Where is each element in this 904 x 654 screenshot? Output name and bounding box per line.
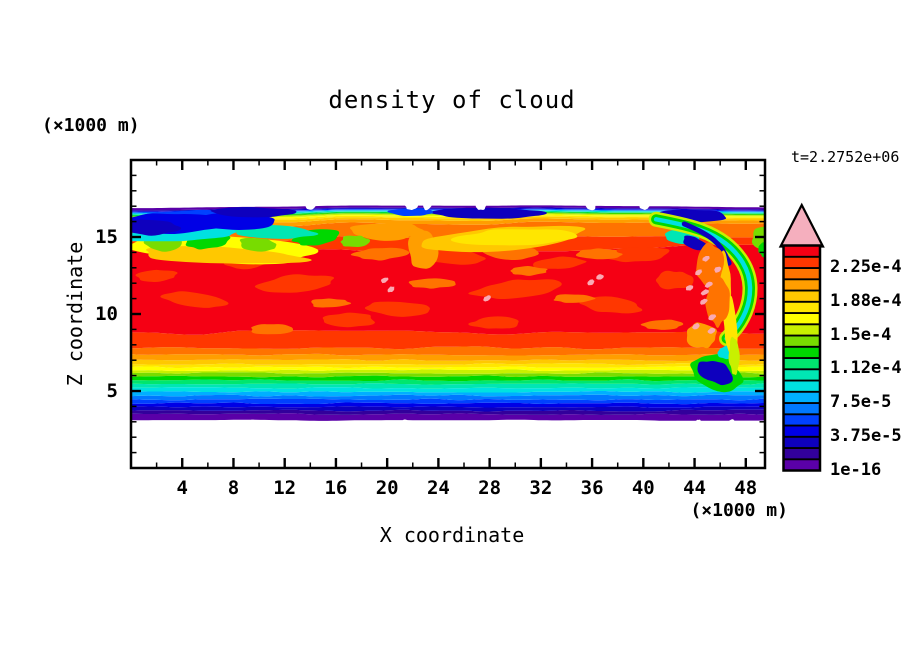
colorbar-over-arrow [778, 202, 825, 248]
axes-frame [129, 158, 767, 470]
colorbar-segment [782, 300, 821, 314]
colorbar-segment [782, 379, 821, 393]
colorbar-segment [782, 368, 821, 382]
colorbar-segment [782, 345, 821, 359]
x-tick-label-40: 40 [631, 477, 655, 499]
colorbar-segment [782, 289, 821, 303]
x-tick-label-48: 48 [734, 477, 758, 499]
x-tick-label-20: 20 [375, 477, 399, 499]
colorbar-segment [782, 312, 821, 326]
colorbar-segment [782, 413, 821, 427]
contour-field [131, 200, 765, 426]
colorbar-segment [782, 278, 821, 292]
colorbar-segment [782, 244, 821, 258]
colorbar-tick-label: 3.75e-5 [830, 425, 902, 446]
x-tick-label-24: 24 [426, 477, 450, 499]
colorbar-segment [782, 334, 821, 348]
x-tick-label-8: 8 [227, 477, 240, 499]
colorbar-tick-label: 1.5e-4 [830, 324, 892, 345]
x-tick-label-32: 32 [529, 477, 553, 499]
x-axis-title: X coordinate [379, 523, 525, 547]
y-tick-label-15: 15 [95, 226, 118, 248]
colorbar-tick-label: 2.25e-4 [830, 257, 902, 277]
colorbar-segment [782, 267, 821, 281]
y-tick-label-5: 5 [106, 380, 118, 402]
x-tick-label-28: 28 [478, 477, 502, 499]
x-tick-label-12: 12 [273, 477, 297, 499]
x-tick-label-4: 4 [176, 477, 188, 499]
colorbar-tick-label: 1.88e-4 [830, 290, 902, 311]
colorbar-tick-label: 7.5e-5 [830, 392, 892, 412]
colorbar-segment [782, 323, 821, 337]
colorbar-segment [782, 435, 821, 449]
colorbar [778, 202, 825, 472]
x-axis-unit: (×1000 m) [690, 500, 788, 521]
x-tick-label-36: 36 [580, 477, 604, 499]
colorbar-segment [782, 255, 821, 269]
colorbar-segment [782, 402, 821, 416]
y-tick-label-10: 10 [95, 303, 118, 325]
colorbar-segment [782, 458, 821, 472]
colorbar-segment [782, 424, 821, 438]
y-axis-unit: (×1000 m) [42, 115, 140, 136]
x-tick-label-44: 44 [683, 477, 706, 499]
x-tick-label-16: 16 [324, 477, 348, 499]
colorbar-tick-label: 1e-16 [830, 459, 882, 480]
colorbar-segment [782, 357, 821, 371]
time-stamp: t=2.2752e+06 [791, 148, 900, 166]
colorbar-segment [782, 390, 821, 404]
colorbar-tick-label: 1.12e-4 [830, 358, 902, 379]
chart-title: density of cloud [328, 86, 576, 114]
colorbar-segment [782, 447, 821, 461]
